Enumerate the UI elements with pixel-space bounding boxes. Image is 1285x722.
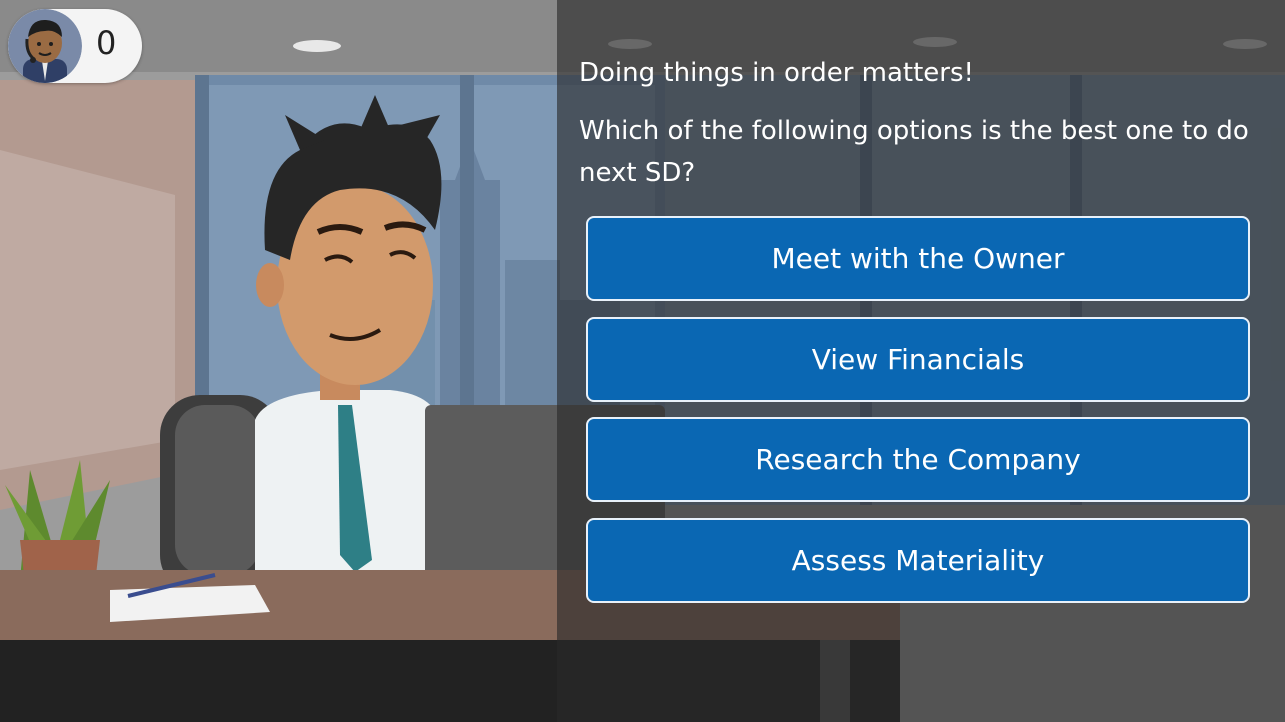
score-value: 0	[96, 24, 117, 62]
option-button-research-company[interactable]: Research the Company	[586, 417, 1250, 502]
score-badge: 0	[8, 9, 142, 83]
option-button-assess-materiality[interactable]: Assess Materiality	[586, 518, 1250, 603]
player-avatar	[8, 9, 82, 83]
question-lead: Doing things in order matters!	[579, 58, 974, 88]
question-prompt: Which of the following options is the be…	[579, 116, 1249, 188]
option-button-meet-owner[interactable]: Meet with the Owner	[586, 216, 1250, 301]
option-button-view-financials[interactable]: View Financials	[586, 317, 1250, 402]
